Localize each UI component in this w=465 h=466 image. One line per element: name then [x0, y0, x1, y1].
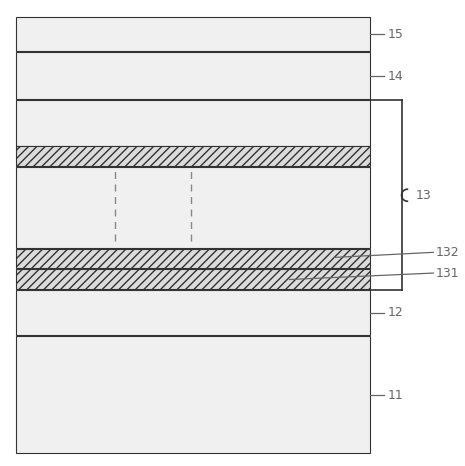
Bar [16, 290, 370, 335]
Bar [16, 269, 370, 289]
Bar [16, 146, 370, 166]
Text: 11: 11 [388, 389, 404, 402]
Bar [16, 249, 370, 268]
Bar [16, 17, 370, 51]
Bar [16, 52, 370, 99]
Text: 132: 132 [436, 246, 459, 259]
Bar [16, 336, 370, 453]
Bar [16, 100, 370, 145]
Text: 14: 14 [388, 70, 404, 83]
Text: 15: 15 [388, 27, 404, 41]
Text: 12: 12 [388, 306, 404, 319]
Bar [16, 167, 370, 248]
Text: 131: 131 [436, 267, 459, 280]
Text: 13: 13 [415, 189, 431, 202]
